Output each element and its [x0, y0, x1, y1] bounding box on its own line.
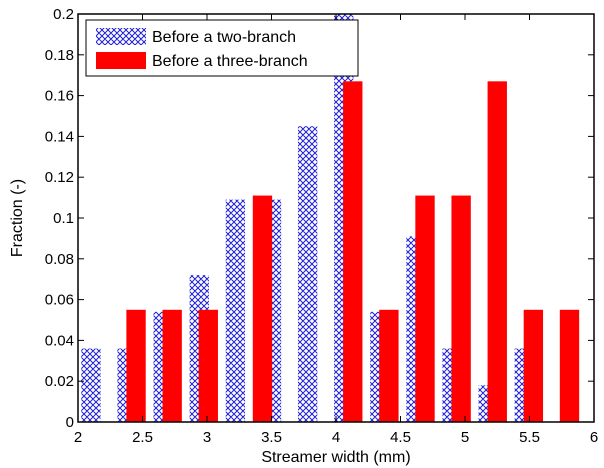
- x-tick-label-1: 2.5: [132, 429, 153, 446]
- x-tick-label-4: 4: [332, 429, 340, 446]
- bar-three-branch-5: [379, 309, 399, 422]
- y-tick-label-2: 0.04: [45, 332, 74, 349]
- y-tick-label-5: 0.1: [53, 210, 74, 227]
- y-tick-label-3: 0.06: [45, 292, 74, 309]
- x-tick-label-3: 3.5: [261, 429, 282, 446]
- y-tick-label-0: 0: [66, 414, 74, 431]
- x-tick-label-7: 5.5: [519, 429, 540, 446]
- x-tick-label-0: 2: [74, 429, 82, 446]
- bar-three-branch-7: [451, 195, 471, 422]
- bars-layer: [81, 14, 580, 422]
- tick-labels-layer: 2 2.5 3 3.5 4 4.5 5 5.5 6 0 0.02 0.04 0.06 0.08 0.1 0.1…: [45, 6, 598, 446]
- y-tick-label-10: 0.2: [53, 6, 74, 23]
- bar-three-branch-0: [126, 309, 146, 422]
- bar-two-branch-6: [297, 126, 318, 422]
- x-tick-label-5: 4.5: [390, 429, 411, 446]
- bar-three-branch-9: [523, 309, 544, 422]
- bar-three-branch-10: [559, 309, 580, 422]
- bar-three-branch-2: [198, 309, 218, 422]
- y-tick-label-9: 0.18: [45, 47, 74, 64]
- legend-swatch-two-branch: [96, 28, 146, 45]
- ticks-layer: [77, 13, 595, 423]
- y-tick-label-1: 0.02: [45, 373, 74, 390]
- y-tick-label-8: 0.16: [45, 88, 74, 105]
- x-tick-label-6: 5: [461, 429, 469, 446]
- x-tick-label-8: 6: [590, 429, 598, 446]
- bar-three-branch-8: [487, 81, 507, 422]
- legend: Before a two-branch Before a three-branc…: [85, 19, 359, 77]
- y-tick-label-6: 0.12: [45, 169, 74, 186]
- bar-three-branch-1: [162, 309, 182, 422]
- bar-two-branch-0: [81, 348, 101, 422]
- bar-three-branch-3: [252, 195, 273, 422]
- bar-two-branch-4: [225, 199, 246, 422]
- y-axis-title: Fraction (-): [9, 179, 26, 257]
- legend-swatch-three-branch: [96, 52, 146, 69]
- y-tick-label-7: 0.14: [45, 128, 74, 145]
- legend-label-three-branch: Before a three-branch: [152, 53, 308, 70]
- y-tick-label-4: 0.08: [45, 251, 74, 268]
- bar-three-branch-4: [343, 81, 363, 422]
- x-axis-title: Streamer width (mm): [261, 449, 410, 466]
- legend-label-two-branch: Before a two-branch: [152, 29, 296, 46]
- bar-three-branch-6: [415, 195, 435, 422]
- x-tick-label-2: 3: [203, 429, 211, 446]
